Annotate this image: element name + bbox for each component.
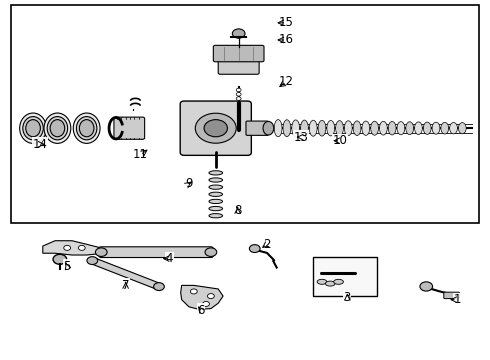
FancyBboxPatch shape: [180, 101, 251, 156]
Circle shape: [204, 120, 227, 137]
Ellipse shape: [336, 121, 343, 136]
FancyBboxPatch shape: [218, 60, 259, 74]
Text: 15: 15: [279, 16, 294, 29]
Ellipse shape: [325, 281, 335, 286]
Ellipse shape: [209, 178, 222, 182]
Ellipse shape: [344, 121, 352, 136]
Text: 10: 10: [333, 134, 347, 147]
Ellipse shape: [318, 120, 326, 136]
Text: 14: 14: [33, 138, 48, 151]
Ellipse shape: [415, 122, 422, 135]
Ellipse shape: [209, 206, 222, 211]
FancyBboxPatch shape: [213, 45, 264, 62]
Text: 1: 1: [453, 293, 461, 306]
Text: 7: 7: [122, 279, 129, 292]
Ellipse shape: [283, 120, 291, 137]
Ellipse shape: [362, 121, 370, 135]
Ellipse shape: [334, 279, 343, 284]
Ellipse shape: [26, 120, 40, 137]
Circle shape: [249, 245, 260, 252]
Circle shape: [96, 248, 107, 256]
Ellipse shape: [76, 117, 97, 140]
Ellipse shape: [353, 121, 361, 135]
Text: 3: 3: [343, 291, 351, 305]
Ellipse shape: [20, 113, 47, 143]
Circle shape: [232, 29, 245, 38]
Bar: [313, 257, 376, 296]
Ellipse shape: [73, 113, 100, 143]
Ellipse shape: [274, 120, 282, 137]
FancyBboxPatch shape: [99, 247, 213, 257]
FancyBboxPatch shape: [246, 121, 269, 135]
Text: 9: 9: [185, 177, 193, 190]
Ellipse shape: [50, 120, 65, 137]
Ellipse shape: [371, 121, 378, 135]
Polygon shape: [90, 258, 161, 289]
Circle shape: [207, 294, 214, 298]
Ellipse shape: [292, 120, 299, 136]
Ellipse shape: [441, 122, 449, 134]
Text: 12: 12: [279, 75, 294, 88]
Ellipse shape: [209, 192, 222, 197]
Text: 5: 5: [64, 260, 71, 273]
FancyBboxPatch shape: [114, 117, 145, 139]
Circle shape: [64, 246, 71, 250]
Circle shape: [236, 93, 241, 96]
Ellipse shape: [44, 113, 71, 143]
FancyBboxPatch shape: [444, 292, 460, 298]
Bar: [11, 5, 479, 223]
Circle shape: [236, 97, 241, 100]
Circle shape: [196, 113, 236, 143]
Text: 8: 8: [234, 204, 242, 217]
Circle shape: [420, 282, 433, 291]
Ellipse shape: [79, 120, 94, 137]
Ellipse shape: [263, 121, 274, 135]
Ellipse shape: [423, 122, 431, 134]
Ellipse shape: [317, 279, 327, 284]
Ellipse shape: [209, 171, 222, 175]
Ellipse shape: [47, 117, 68, 140]
Circle shape: [53, 254, 67, 264]
Text: 6: 6: [197, 304, 205, 317]
Ellipse shape: [209, 185, 222, 189]
Text: 2: 2: [263, 238, 270, 251]
Ellipse shape: [397, 122, 405, 135]
Ellipse shape: [327, 121, 335, 136]
Text: 11: 11: [133, 148, 148, 162]
Text: 4: 4: [166, 252, 173, 265]
Ellipse shape: [209, 213, 222, 218]
Ellipse shape: [379, 121, 387, 135]
Circle shape: [191, 289, 197, 294]
Ellipse shape: [209, 199, 222, 203]
Ellipse shape: [388, 121, 396, 135]
Circle shape: [236, 88, 241, 92]
Circle shape: [87, 257, 98, 265]
Ellipse shape: [432, 122, 440, 134]
Circle shape: [205, 248, 217, 256]
Circle shape: [78, 246, 85, 250]
Text: 16: 16: [279, 33, 294, 46]
Circle shape: [202, 301, 209, 306]
Ellipse shape: [300, 120, 308, 136]
Ellipse shape: [309, 120, 317, 136]
Text: 13: 13: [294, 131, 309, 144]
Ellipse shape: [23, 117, 43, 140]
Polygon shape: [43, 241, 104, 255]
Ellipse shape: [450, 122, 458, 134]
Ellipse shape: [406, 122, 414, 135]
Polygon shape: [181, 285, 223, 309]
Circle shape: [153, 283, 164, 291]
Ellipse shape: [459, 123, 466, 134]
